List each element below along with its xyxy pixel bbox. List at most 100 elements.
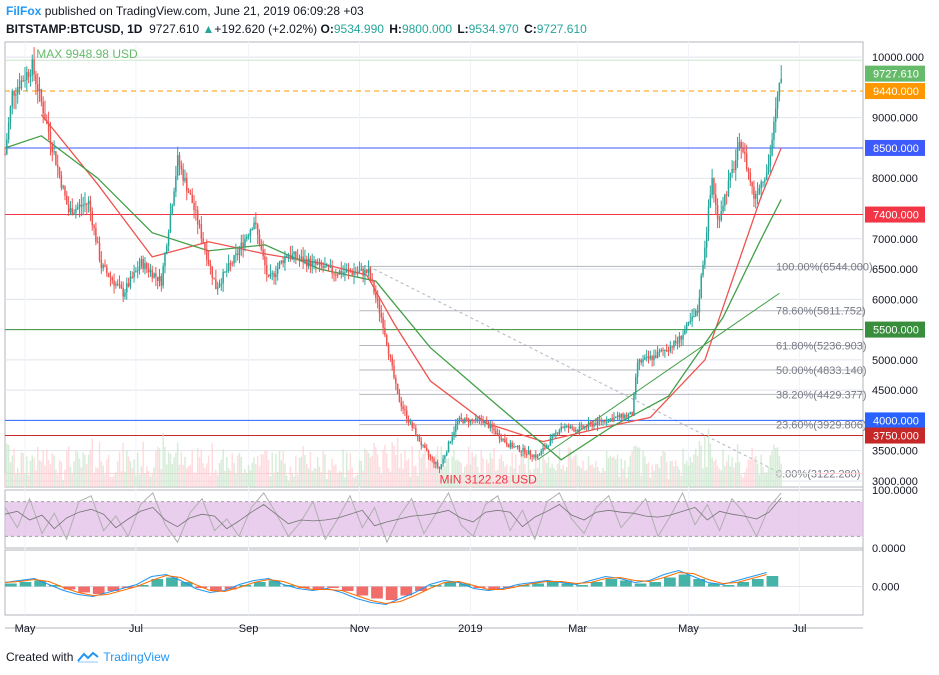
candle-body xyxy=(756,193,759,195)
volume-bar xyxy=(629,455,632,487)
candle-body xyxy=(658,351,661,353)
candle-body xyxy=(396,383,399,394)
volume-bar xyxy=(458,461,461,487)
volume-bar xyxy=(331,459,333,487)
candle-body xyxy=(133,271,135,278)
publisher-name[interactable]: FilFox xyxy=(6,4,42,18)
candle-body xyxy=(155,273,157,277)
candle-body xyxy=(429,455,432,457)
candle-body xyxy=(238,249,241,255)
volume-bar xyxy=(191,449,193,487)
candle-body xyxy=(67,204,70,213)
candle-body xyxy=(93,225,95,228)
symbol-label[interactable]: BITSTAMP:BTCUSD, 1D xyxy=(6,22,143,36)
volume-bar xyxy=(465,464,468,487)
volume-bar xyxy=(367,452,370,487)
candle-body xyxy=(618,415,621,418)
volume-bar xyxy=(276,471,279,487)
volume-bar xyxy=(55,469,57,487)
volume-bar xyxy=(80,467,83,487)
macd-histogram-bar xyxy=(210,586,222,591)
candle-body xyxy=(558,430,561,434)
candle-body xyxy=(555,432,557,434)
candle-body xyxy=(175,175,177,192)
candle-body xyxy=(704,247,706,265)
macd-histogram-bar xyxy=(561,583,574,587)
candle-body xyxy=(349,270,352,272)
moving-average-line xyxy=(40,114,782,443)
candle-body xyxy=(644,357,646,360)
stochastic-k-line xyxy=(4,491,782,544)
candle-body xyxy=(682,334,684,340)
level-tag xyxy=(865,139,925,156)
chart-header-publisher: FilFox published on TradingView.com, Jun… xyxy=(6,4,364,18)
candle-body xyxy=(398,393,401,402)
x-tick-label: May xyxy=(15,623,36,635)
volume-bar xyxy=(518,465,521,487)
macd-histogram-bar xyxy=(488,586,501,590)
candle-body xyxy=(196,210,199,225)
candle-body xyxy=(176,155,179,176)
candle-body xyxy=(15,93,17,96)
candle-body xyxy=(287,255,290,257)
candle-body xyxy=(206,249,208,260)
volume-bar xyxy=(84,454,86,487)
candle-body xyxy=(696,311,699,313)
candle-body xyxy=(642,359,644,363)
volume-bar xyxy=(693,454,695,487)
candle-body xyxy=(780,78,782,83)
volume-bar xyxy=(524,464,526,487)
volume-bar xyxy=(175,452,177,487)
candle-body xyxy=(367,268,370,273)
candle-body xyxy=(595,423,597,426)
level-tag-text: 8500.000 xyxy=(873,143,919,155)
volume-bar xyxy=(178,464,181,487)
volume-bar xyxy=(604,470,606,487)
x-tick-label: May xyxy=(678,623,699,635)
candle-body xyxy=(62,186,64,188)
volume-bar xyxy=(218,463,221,487)
volume-bar xyxy=(758,474,761,487)
candle-body xyxy=(286,256,288,258)
candle-body xyxy=(246,236,248,240)
candle-body xyxy=(378,301,381,314)
candle-body xyxy=(464,418,466,423)
candle-body xyxy=(656,352,659,359)
tradingview-link[interactable]: TradingView xyxy=(103,650,170,664)
candle-body xyxy=(171,205,173,214)
candle-body xyxy=(416,435,419,437)
candle-body xyxy=(391,356,393,366)
volume-bar xyxy=(645,464,648,487)
volume-bar xyxy=(315,468,317,487)
volume-bar xyxy=(720,470,722,487)
volume-bar xyxy=(149,476,152,487)
volume-bar xyxy=(78,458,81,487)
candle-body xyxy=(735,160,737,171)
candle-body xyxy=(187,191,190,194)
candle-body xyxy=(575,429,577,432)
volume-bar xyxy=(236,455,239,487)
candle-body xyxy=(51,143,54,153)
max-price-label: MAX 9948.98 USD xyxy=(36,47,138,61)
candle-body xyxy=(387,345,390,355)
candle-body xyxy=(589,422,592,424)
volume-bar xyxy=(38,460,41,487)
min-price-label: MIN 3122.28 USD xyxy=(439,473,537,487)
candle-body xyxy=(535,454,537,458)
candle-body xyxy=(31,59,34,76)
candle-body xyxy=(264,256,266,266)
volume-bar xyxy=(356,474,359,487)
volume-bar xyxy=(46,449,48,487)
candle-body xyxy=(273,272,275,277)
candle-body xyxy=(700,275,702,298)
tradingview-logo-icon xyxy=(77,651,99,663)
candle-body xyxy=(129,276,132,287)
volume-bar xyxy=(280,460,283,487)
candle-body xyxy=(427,450,430,456)
volume-bar xyxy=(213,473,215,487)
candle-body xyxy=(727,180,730,196)
volume-bar xyxy=(142,441,144,487)
y-tick-label: 3000.000 xyxy=(872,476,918,488)
volume-bar xyxy=(398,468,401,487)
